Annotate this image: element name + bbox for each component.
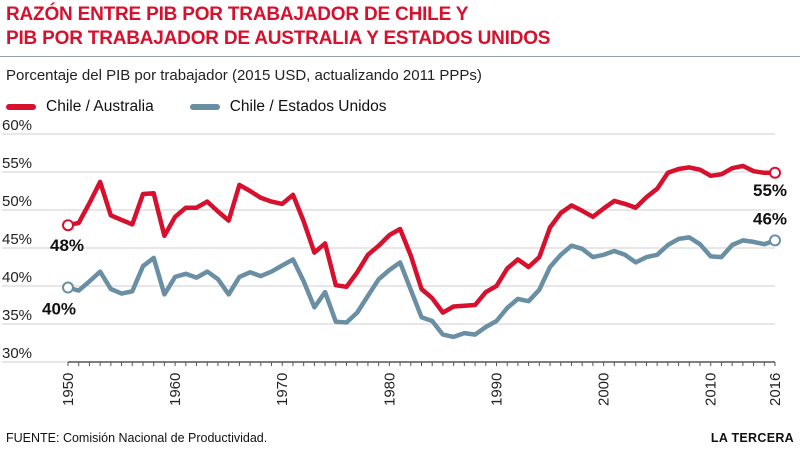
legend-item-chile-australia: Chile / Australia <box>6 98 154 116</box>
data-label-chile-usa-2016: 46% <box>753 209 787 228</box>
title-line-2: PIB POR TRABAJADOR DE AUSTRALIA Y ESTADO… <box>6 28 551 49</box>
x-tick-label-2010: 2010 <box>703 373 720 406</box>
legend: Chile / Australia Chile / Estados Unidos <box>6 98 423 116</box>
y-tick-label-55: 55% <box>2 155 32 172</box>
source-note: FUENTE: Comisión Nacional de Productivid… <box>6 431 268 445</box>
legend-label-chile-usa: Chile / Estados Unidos <box>229 98 387 115</box>
publisher-logo: LA TERCERA <box>710 431 794 445</box>
series-line-chile-australia <box>65 163 778 315</box>
chart-title: RAZÓN ENTRE PIB POR TRABAJADOR DE CHILE … <box>6 3 550 51</box>
data-label-chile-usa-1950: 40% <box>42 300 76 319</box>
data-label-chile-australia-2016: 55% <box>753 181 787 200</box>
endpoint-marker-chile-usa-1950 <box>62 281 74 294</box>
y-tick-label-45: 45% <box>2 231 32 248</box>
y-tick-label-35: 35% <box>2 307 32 324</box>
title-line-1: RAZÓN ENTRE PIB POR TRABAJADOR DE CHILE … <box>6 4 469 25</box>
x-tick-label-1960: 1960 <box>167 373 184 406</box>
x-tick-label-1950: 1950 <box>60 373 77 406</box>
y-tick-label-60: 60% <box>2 117 32 134</box>
x-tick-label-1980: 1980 <box>381 373 398 406</box>
x-tick-label-2000: 2000 <box>596 373 613 406</box>
endpoint-marker-chile-usa-2016 <box>769 234 781 247</box>
legend-swatch-chile-australia <box>6 104 36 110</box>
title-divider <box>0 56 800 57</box>
endpoint-marker-chile-australia-1950 <box>62 219 74 232</box>
x-tick-label-2016: 2016 <box>767 373 784 406</box>
y-tick-label-50: 50% <box>2 193 32 210</box>
y-tick-label-30: 30% <box>2 345 32 362</box>
data-label-chile-australia-1950: 48% <box>50 236 84 255</box>
x-tick-label-1970: 1970 <box>274 373 291 406</box>
x-tick-label-1990: 1990 <box>488 373 505 406</box>
legend-item-chile-usa: Chile / Estados Unidos <box>189 98 387 116</box>
chart-subtitle: Porcentaje del PIB por trabajador (2015 … <box>6 67 482 84</box>
legend-label-chile-australia: Chile / Australia <box>46 98 154 115</box>
legend-swatch-chile-usa <box>189 104 220 110</box>
series-line-chile-usa <box>65 235 778 340</box>
y-tick-label-40: 40% <box>2 269 32 286</box>
endpoint-marker-chile-australia-2016 <box>769 166 781 179</box>
